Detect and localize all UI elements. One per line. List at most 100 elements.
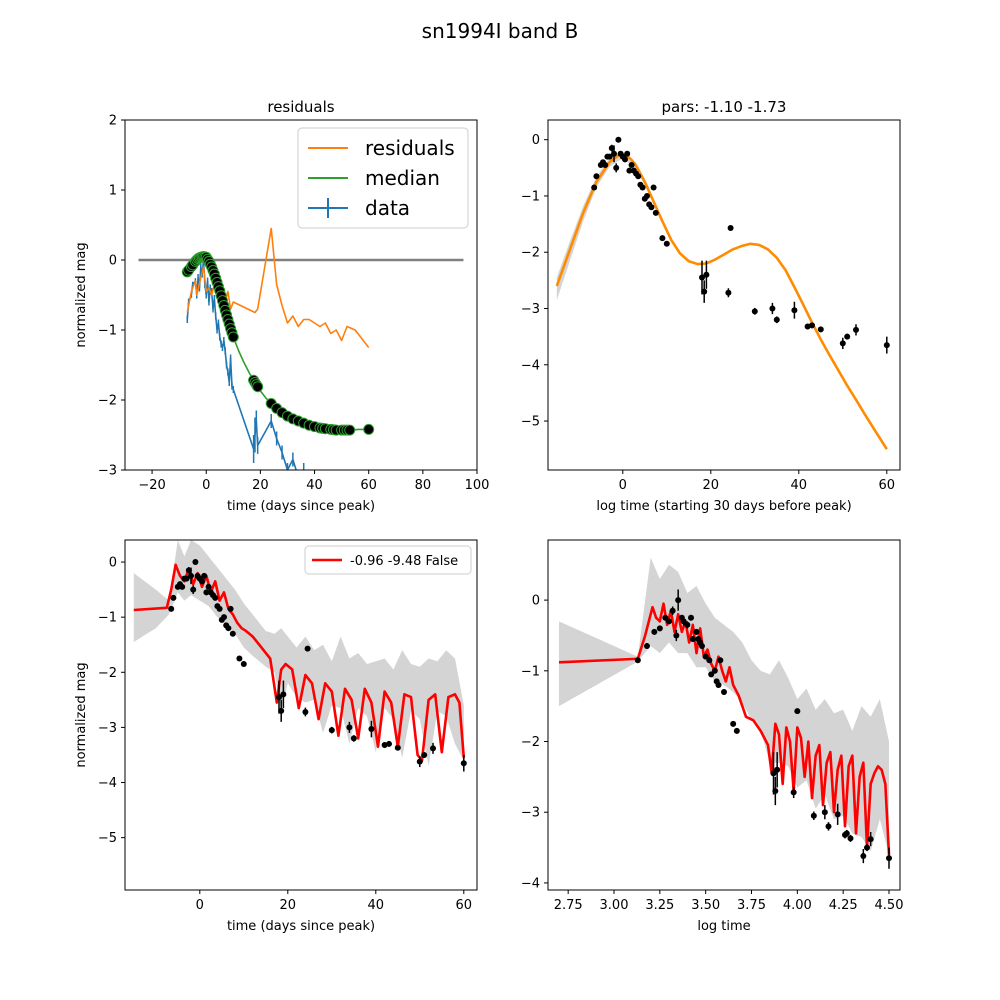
y-axis-label: normalized mag (74, 242, 89, 347)
observation-point (703, 271, 710, 278)
y-tick-label: −4 (521, 876, 540, 891)
observation-point (730, 720, 737, 727)
observation-point (666, 618, 672, 625)
observation-point (634, 657, 641, 664)
x-tick-label: 4.50 (875, 898, 904, 913)
observation-point (727, 225, 734, 232)
x-tick-label: 20 (280, 898, 297, 913)
gp-logtime-panel: 2.75 3.00 3.25 3.50 3.75 4.00 4.25 4.50 −4 −3 −2 −1… (521, 539, 904, 934)
x-tick-label: 0 (202, 478, 210, 493)
observation-point (689, 635, 696, 642)
observation-point (188, 572, 194, 579)
observation-point (168, 605, 175, 612)
x-axis-label: time (days since peak) (227, 919, 375, 934)
observation-point (613, 164, 620, 171)
y-tick-label: 0 (532, 133, 540, 148)
plot-area (558, 557, 892, 869)
observation-point (212, 594, 219, 601)
observation-point (179, 583, 186, 590)
x-tick-label: 3.25 (645, 898, 674, 913)
observation-point (236, 655, 243, 662)
observation-point (648, 204, 655, 211)
plot-area (133, 540, 467, 772)
x-tick-label: 60 (879, 478, 896, 493)
observation-point (652, 209, 659, 216)
observation-point (368, 726, 375, 733)
observation-point (216, 605, 223, 612)
x-tick-label: 80 (415, 478, 432, 493)
residuals-panel: −20 0 20 40 60 80 100 −3 −2 −1 0 1 2 residuals time (d… (74, 98, 489, 514)
y-tick-label: 0 (109, 254, 117, 269)
median-data-marker (363, 423, 375, 435)
observation-point (715, 681, 722, 688)
observation-point (843, 830, 850, 837)
observation-point (706, 657, 713, 664)
observation-point (721, 689, 727, 696)
observation-point (684, 621, 691, 628)
y-tick-label: −3 (98, 464, 117, 479)
median-data-marker (344, 424, 356, 436)
x-tick-label: 0 (196, 898, 204, 913)
observation-point (240, 661, 247, 668)
observation-point (821, 809, 828, 816)
observation-point (229, 630, 236, 637)
y-tick-label: −4 (521, 358, 540, 373)
observation-point (628, 162, 635, 169)
x-tick-label: 20 (703, 478, 720, 493)
observation-point (350, 735, 357, 742)
observation-point (688, 614, 694, 621)
panel-title: pars: -1.10 -1.73 (662, 98, 787, 116)
y-tick-label: 0 (109, 556, 117, 571)
observation-point (860, 853, 867, 860)
observation-point (205, 583, 212, 590)
x-tick-label: 2.75 (554, 898, 583, 913)
axes-frame (547, 119, 901, 471)
median-data-marker (227, 331, 239, 343)
x-tick-label: 3.50 (691, 898, 720, 913)
y-axis-label: normalized mag (74, 662, 89, 767)
observation-point (276, 694, 282, 701)
y-tick-label: −5 (98, 831, 117, 846)
observation-point (192, 559, 199, 566)
y-tick-label: −2 (521, 735, 540, 750)
legend-box (304, 545, 472, 575)
observation-point (725, 289, 732, 296)
y-tick-label: −2 (98, 394, 117, 409)
observation-point (809, 322, 815, 329)
x-tick-label: 60 (456, 898, 473, 913)
legend-label: residuals (365, 136, 455, 160)
observation-point (790, 789, 797, 796)
x-tick-label: 3.00 (600, 898, 629, 913)
observation-point (847, 835, 854, 842)
observation-point (825, 823, 832, 830)
legend-label: data (365, 196, 410, 220)
x-tick-label: 4.00 (783, 898, 812, 913)
observation-point (794, 708, 801, 715)
observation-point (602, 162, 609, 169)
y-tick-label: −3 (521, 806, 540, 821)
x-axis-label: log time (starting 30 days before peak) (596, 499, 851, 514)
y-tick-label: −1 (98, 324, 117, 339)
observation-point (733, 727, 740, 734)
y-tick-label: −2 (98, 666, 117, 681)
observation-point (656, 625, 663, 632)
observation-point (669, 607, 676, 614)
observation-point (701, 288, 708, 295)
observation-point (699, 274, 705, 281)
observation-point (624, 150, 631, 157)
observation-point (834, 811, 841, 818)
observation-point (430, 745, 436, 752)
observation-point (839, 340, 846, 347)
median-data-marker (252, 381, 264, 393)
observation-point (626, 167, 633, 174)
observation-point (772, 788, 779, 795)
uncertainty-band (559, 557, 889, 855)
observation-point (190, 586, 197, 593)
observation-point (673, 632, 680, 639)
axes-frame (124, 119, 478, 471)
observation-point (711, 667, 718, 674)
observation-point (170, 594, 177, 601)
-0-96-9-48-false-series-line (133, 563, 466, 762)
y-tick-label: −1 (521, 189, 540, 204)
y-tick-label: −4 (98, 776, 117, 791)
